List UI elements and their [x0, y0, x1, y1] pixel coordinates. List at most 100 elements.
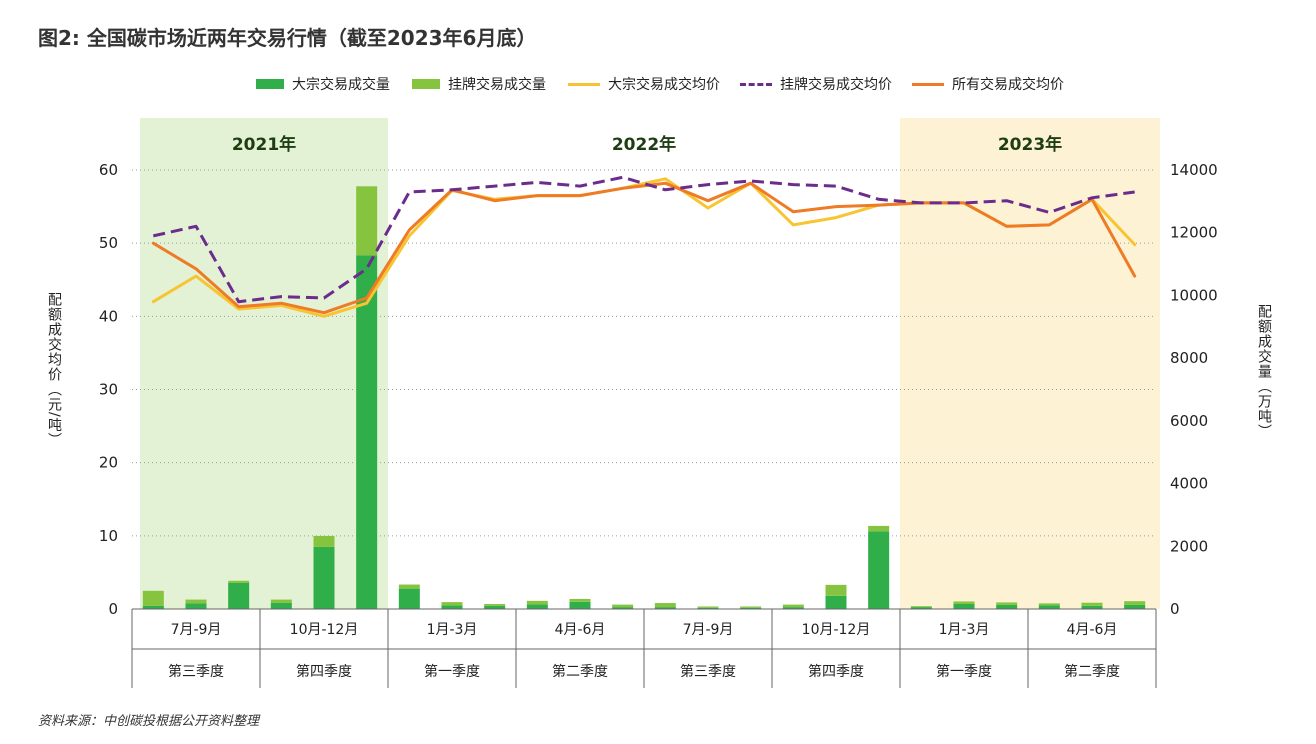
right-tick-label: 8000	[1170, 349, 1208, 367]
legend-item-all-price: 所有交易成交均价	[912, 74, 1064, 94]
right-tick-label: 0	[1170, 600, 1180, 618]
year-label: 2021年	[232, 134, 296, 155]
bar-block-volume	[910, 607, 932, 609]
bar-block-volume	[740, 607, 762, 609]
month-group-label: 10月-12月	[802, 622, 871, 638]
bar-listed-volume	[1124, 601, 1146, 605]
legend-label: 挂牌交易成交量	[448, 77, 546, 93]
quarter-group-label: 第四季度	[808, 663, 864, 680]
quarter-group-label: 第三季度	[168, 663, 224, 680]
bar-listed-volume	[185, 599, 207, 604]
bar-block-volume	[1124, 604, 1146, 609]
bar-block-volume	[782, 607, 804, 609]
bar-block-volume	[526, 604, 548, 609]
legend-swatch	[256, 79, 284, 89]
bar-block-volume	[868, 531, 890, 609]
right-tick-label: 12000	[1170, 224, 1218, 242]
right-tick-label: 10000	[1170, 286, 1218, 304]
bar-block-volume	[356, 255, 378, 609]
legend-item-listed-volume: 挂牌交易成交量	[412, 74, 546, 94]
series-line	[152, 175, 1135, 304]
legend-label: 大宗交易成交量	[292, 77, 390, 93]
bar-block-volume	[398, 588, 420, 609]
bar-block-volume	[953, 603, 975, 609]
month-group-label: 7月-9月	[683, 622, 734, 638]
right-axis-title: 配额成交量（万吨）	[1256, 304, 1272, 439]
legend-swatch	[740, 82, 772, 86]
legend-swatch	[912, 82, 944, 86]
legend: 大宗交易成交量 挂牌交易成交量 大宗交易成交均价 挂牌交易成交均价 所有交易成交…	[0, 74, 1316, 96]
quarter-group-label: 第二季度	[1064, 663, 1120, 680]
month-group-label: 1月-3月	[427, 622, 478, 638]
month-group-label: 10月-12月	[290, 622, 359, 638]
month-group-label: 4月-6月	[1067, 622, 1118, 638]
bar-listed-volume	[868, 525, 890, 532]
bar-block-volume	[185, 603, 207, 609]
right-tick-label: 2000	[1170, 537, 1208, 555]
bar-block-volume	[996, 604, 1018, 609]
left-tick-label: 40	[99, 307, 118, 325]
bar-block-volume	[313, 546, 335, 609]
left-tick-label: 10	[99, 527, 118, 545]
legend-label: 所有交易成交均价	[952, 77, 1064, 93]
right-tick-label: 14000	[1170, 161, 1218, 179]
quarter-group-label: 第一季度	[424, 663, 480, 680]
quarter-group-label: 第三季度	[680, 663, 736, 680]
bar-listed-volume	[228, 580, 250, 583]
bar-listed-volume	[740, 606, 762, 608]
bar-block-volume	[612, 607, 634, 609]
bar-listed-volume	[569, 598, 591, 602]
bar-listed-volume	[697, 606, 719, 608]
bar-listed-volume	[142, 590, 164, 606]
right-tick-label: 4000	[1170, 475, 1208, 493]
month-group-label: 4月-6月	[555, 622, 606, 638]
bar-block-volume	[142, 605, 164, 609]
month-group-label: 1月-3月	[939, 622, 990, 638]
left-tick-label: 60	[99, 161, 118, 179]
bar-listed-volume	[1081, 602, 1103, 606]
legend-item-block-price: 大宗交易成交均价	[568, 74, 720, 94]
year-label: 2022年	[612, 134, 676, 155]
left-tick-label: 0	[108, 600, 118, 618]
bar-block-volume	[697, 607, 719, 609]
bar-listed-volume	[910, 606, 932, 608]
left-tick-label: 20	[99, 454, 118, 472]
bar-listed-volume	[398, 584, 420, 589]
bar-listed-volume	[526, 600, 548, 605]
year-band	[140, 118, 388, 609]
bar-listed-volume	[953, 601, 975, 604]
bar-listed-volume	[356, 186, 378, 256]
year-band	[900, 118, 1160, 609]
bar-block-volume	[441, 605, 463, 609]
bar-block-volume	[228, 582, 250, 609]
legend-swatch	[568, 82, 600, 86]
bar-block-volume	[654, 607, 676, 609]
bar-listed-volume	[782, 604, 804, 608]
bar-listed-volume	[313, 535, 335, 547]
series-line	[151, 181, 1137, 315]
year-label: 2023年	[998, 134, 1062, 155]
bar-block-volume	[1081, 605, 1103, 609]
bar-block-volume	[270, 602, 292, 609]
bar-listed-volume	[1038, 603, 1060, 606]
left-tick-label: 30	[99, 381, 118, 399]
month-group-label: 7月-9月	[171, 622, 222, 638]
legend-label: 挂牌交易成交均价	[780, 77, 892, 93]
right-tick-label: 6000	[1170, 412, 1208, 430]
bar-block-volume	[1038, 605, 1060, 609]
quarter-group-label: 第二季度	[552, 663, 608, 680]
chart-title: 图2: 全国碳市场近两年交易行情（截至2023年6月底）	[38, 26, 537, 50]
legend-item-block-volume: 大宗交易成交量	[256, 74, 390, 94]
quarter-group-label: 第四季度	[296, 663, 352, 680]
bar-listed-volume	[270, 599, 292, 603]
bar-listed-volume	[441, 602, 463, 606]
left-axis-title: 配额成交均价（元/吨）	[46, 292, 62, 448]
bar-listed-volume	[996, 602, 1018, 605]
bar-listed-volume	[484, 603, 506, 606]
source-note: 资料来源：中创碳投根据公开资料整理	[38, 714, 260, 729]
bar-listed-volume	[825, 584, 847, 596]
quarter-group-label: 第一季度	[936, 663, 992, 680]
bar-listed-volume	[654, 603, 676, 608]
bar-block-volume	[484, 605, 506, 609]
